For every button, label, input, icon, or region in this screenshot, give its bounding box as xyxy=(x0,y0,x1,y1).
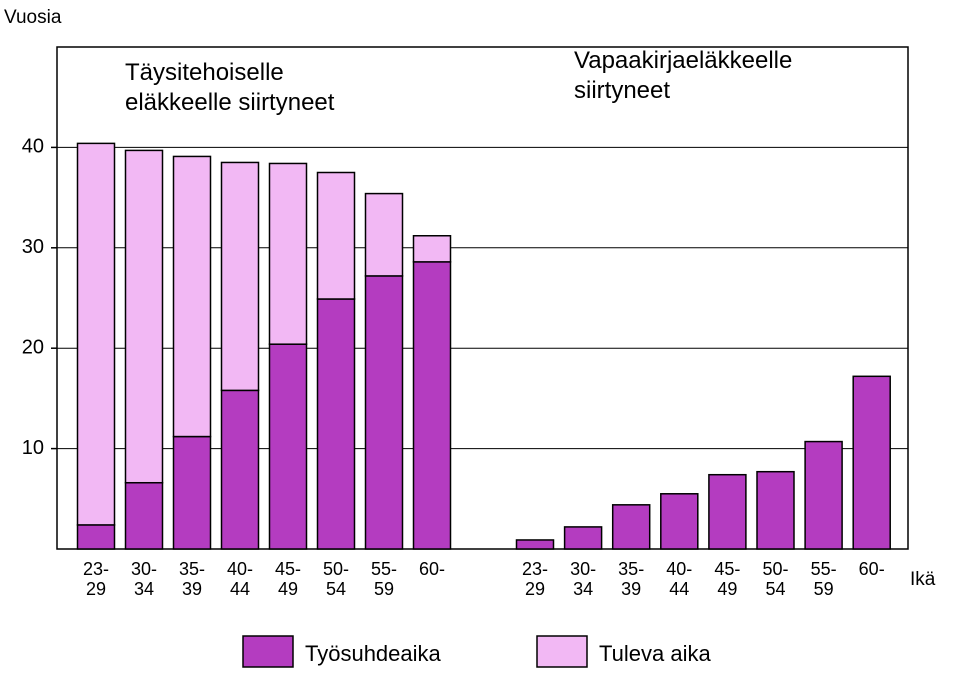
x-tick-label: 23- 29 xyxy=(521,559,548,599)
bar-segment xyxy=(660,493,699,550)
bar-segment xyxy=(268,343,308,550)
x-tick-label: 30- 34 xyxy=(130,559,157,599)
annotation: Vapaakirjaeläkkeelle siirtyneet xyxy=(574,47,793,104)
bar-segment xyxy=(364,275,404,550)
y-tick-label: 10 xyxy=(22,437,44,459)
bar-segment xyxy=(76,524,116,550)
x-tick-label: 55- 59 xyxy=(810,559,837,599)
bar-segment xyxy=(756,470,795,550)
bar-segment xyxy=(172,435,212,550)
y-axis-label: Vuosia xyxy=(4,7,62,28)
bar-segment xyxy=(316,298,356,550)
x-tick-label: 40- 44 xyxy=(226,559,253,599)
x-tick-label: 45- 49 xyxy=(274,559,301,599)
bar-segment xyxy=(412,235,452,263)
bar-segment xyxy=(852,375,891,550)
y-tick-label: 40 xyxy=(22,136,44,158)
x-tick-label: 60- xyxy=(418,559,445,579)
legend-swatch xyxy=(242,635,294,668)
bar-segment xyxy=(412,261,452,550)
bar-segment xyxy=(124,481,164,550)
bar-segment xyxy=(220,161,260,392)
legend-swatch xyxy=(536,635,588,668)
bar-segment xyxy=(611,504,651,550)
bar-segment xyxy=(124,149,164,484)
x-tick-label: 60- xyxy=(858,559,885,579)
x-tick-label: 40- 44 xyxy=(666,559,693,599)
legend-label: Tuleva aika xyxy=(599,641,711,666)
x-tick-label: 55- 59 xyxy=(370,559,397,599)
bar-segment xyxy=(76,142,116,526)
bar-segment xyxy=(220,389,260,550)
x-tick-label: 35- 39 xyxy=(618,559,645,599)
x-axis-label: Ikä xyxy=(910,569,936,590)
x-tick-label: 23- 29 xyxy=(82,559,109,599)
x-tick-label: 50- 54 xyxy=(762,559,789,599)
bar-segment xyxy=(515,539,555,550)
bar-segment xyxy=(268,162,308,345)
bar-segment xyxy=(172,155,212,438)
bar-segment xyxy=(364,192,404,277)
plot-frame xyxy=(56,46,909,550)
legend-label: Työsuhdeaika xyxy=(305,641,442,666)
bar-segment xyxy=(563,526,603,550)
annotation: Täysitehoiselle eläkkeelle siirtyneet xyxy=(125,59,335,116)
x-tick-label: 30- 34 xyxy=(570,559,597,599)
x-tick-label: 35- 39 xyxy=(178,559,205,599)
x-tick-label: 50- 54 xyxy=(322,559,349,599)
bar-segment xyxy=(316,171,356,300)
y-tick-label: 30 xyxy=(22,236,44,258)
bar-segment xyxy=(708,473,747,550)
bar-segment xyxy=(804,440,843,550)
y-tick-label: 20 xyxy=(22,336,44,358)
x-tick-label: 45- 49 xyxy=(714,559,741,599)
